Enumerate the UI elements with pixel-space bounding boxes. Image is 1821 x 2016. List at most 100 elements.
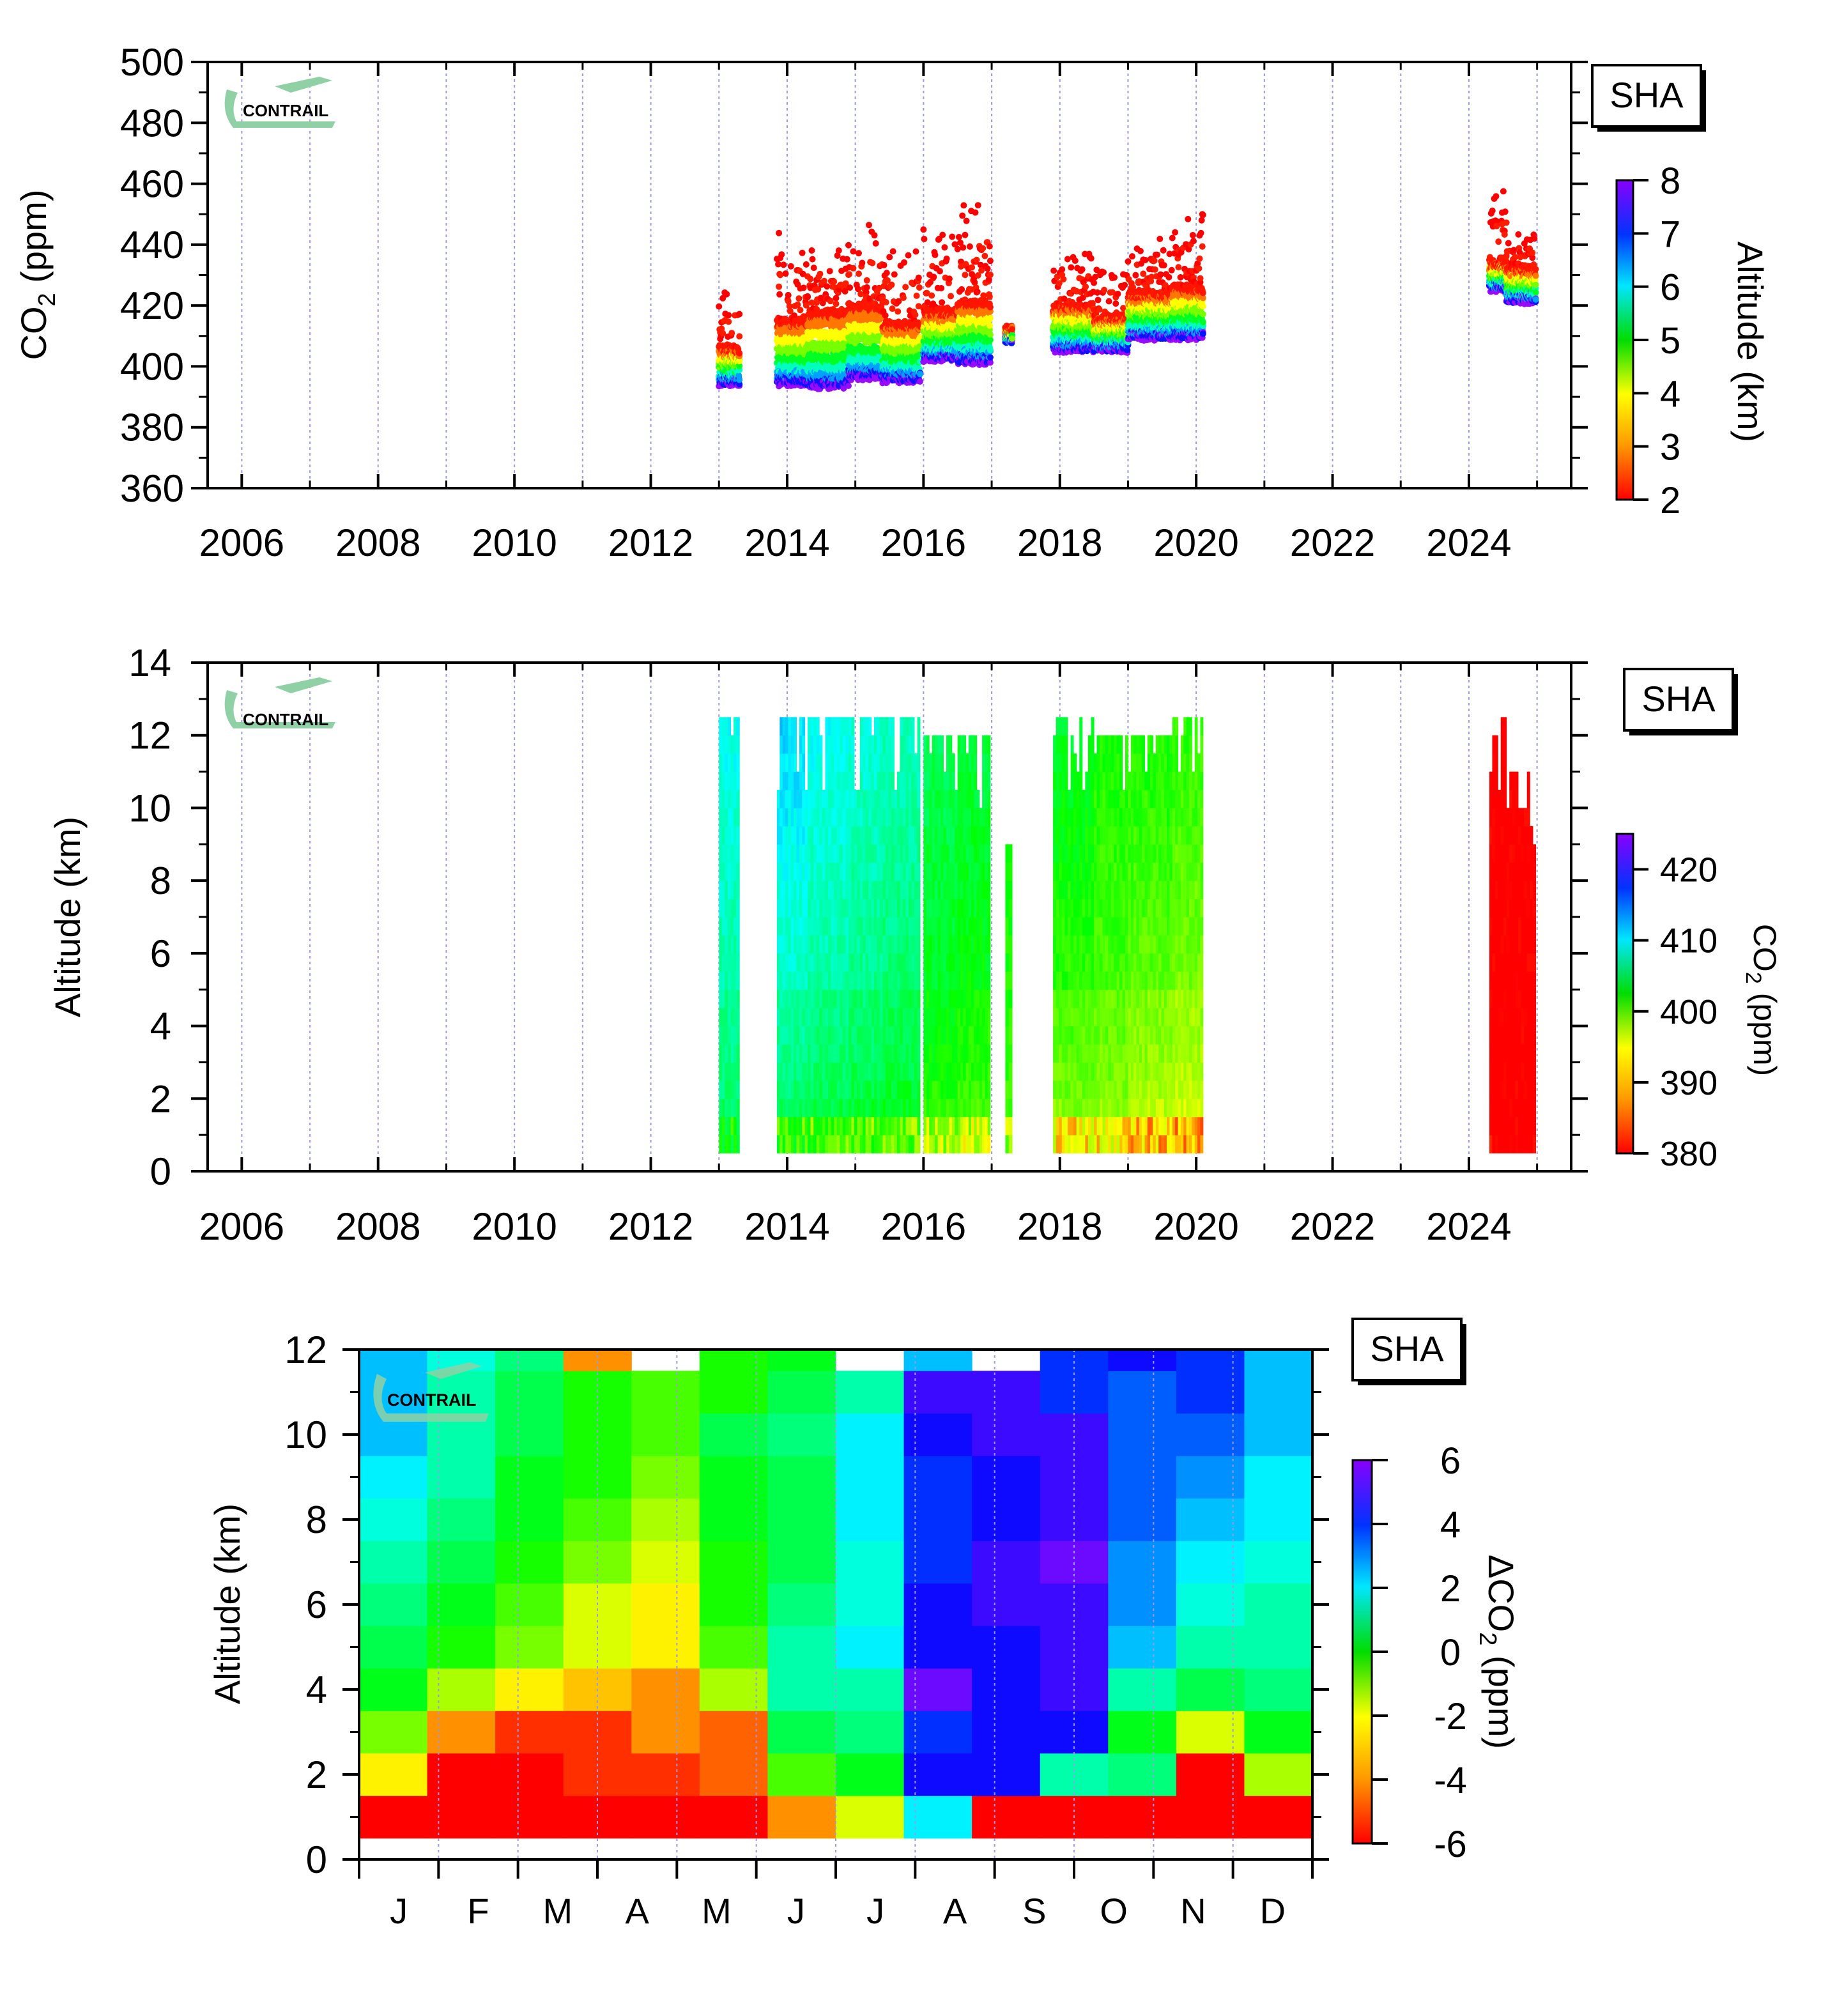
p1-data-point [1137, 247, 1144, 254]
p1-data-point [1050, 267, 1057, 274]
p1-data-point [1112, 300, 1119, 307]
p1-data-point [886, 254, 893, 261]
p1-data-point [930, 273, 937, 281]
p1-data-point [962, 272, 969, 279]
p1-data-point [817, 270, 824, 277]
p1-data-point [872, 240, 879, 247]
p1-data-point [1140, 270, 1147, 277]
p1-data-point [1111, 274, 1118, 281]
p1-data-point [959, 212, 966, 219]
p1-data-point [1087, 255, 1095, 262]
p1-data-point [948, 293, 955, 300]
p1-data-point [778, 251, 785, 258]
p1-data-point [810, 265, 817, 272]
p1-data-point [843, 256, 850, 263]
p1-data-point [855, 250, 862, 257]
p1-data-point [736, 350, 743, 357]
p1-data-point [912, 248, 919, 255]
p1-data-point [804, 293, 811, 300]
p1-data-point [889, 248, 896, 255]
p1-data-point [986, 293, 993, 300]
p1-data-point [786, 303, 793, 310]
p1-data-point [869, 259, 876, 266]
p1-data-point [833, 300, 840, 307]
p1-data-point [891, 271, 898, 278]
p1-data-point [960, 202, 967, 209]
p1-data-point [888, 281, 895, 288]
p1-data-point [939, 299, 946, 306]
p1-data-point [954, 245, 961, 252]
p1-data-point [1132, 272, 1139, 279]
p1-data-point [835, 247, 842, 254]
p1-data-point [939, 231, 946, 238]
p1-data-point [986, 322, 993, 329]
p1-data-point [955, 234, 962, 241]
p1-data-point [1064, 256, 1071, 263]
p1-data-point [1072, 258, 1079, 265]
p1-data-point [1142, 256, 1149, 263]
p1-data-point [716, 303, 723, 310]
panel-co2-timeseries: 2006 2008 2010 2012 2014 2016 2018 2020 2022 2024… [13, 41, 1771, 564]
p1-data-point [850, 248, 857, 255]
p1-data-point [1091, 279, 1098, 286]
p1-data-point [1105, 298, 1112, 305]
p1-data-point [795, 295, 803, 302]
p1-data-point [736, 376, 743, 383]
p1-data-point [916, 284, 923, 291]
p1-data-point [932, 251, 939, 258]
p1-data-point [941, 244, 948, 251]
p1-data-point [785, 298, 792, 305]
p1-data-point [1068, 264, 1075, 271]
p1-data-point [845, 382, 852, 389]
p1-data-point [882, 298, 889, 305]
p1-data-point [736, 381, 743, 388]
p1-data-point [1125, 258, 1132, 265]
p1-data-point [845, 242, 852, 249]
p1-data-point [1114, 290, 1121, 297]
p1-data-point [831, 278, 838, 285]
p1-data-point [915, 274, 922, 281]
p1-data-point [863, 284, 870, 291]
p1-data-point [889, 305, 896, 312]
p1-data-point [987, 346, 994, 353]
p1-points [716, 188, 1539, 392]
p1-data-point [803, 261, 810, 268]
p1-data-point [728, 330, 735, 337]
p1-data-point [912, 311, 919, 318]
p1-data-point [1096, 306, 1103, 313]
p1-data-point [943, 255, 950, 262]
p1-data-point [824, 283, 831, 290]
p1-data-point [973, 256, 980, 263]
p1-data-point [871, 232, 878, 239]
p1-data-point [736, 333, 743, 340]
p1-data-point [972, 209, 979, 216]
p1-data-point [1059, 266, 1066, 273]
p1-data-point [936, 268, 943, 275]
p1-data-point [938, 284, 945, 291]
p1-data-point [905, 252, 912, 259]
p1-data-point [962, 231, 969, 238]
p1-data-point [817, 295, 824, 302]
p1-data-point [883, 270, 890, 277]
p1-data-point [723, 291, 730, 298]
p1-data-point [815, 286, 822, 293]
p1-data-point [1009, 326, 1016, 333]
p1-data-point [1121, 282, 1128, 289]
p1-grid [241, 62, 1538, 488]
p1-data-point [960, 244, 967, 251]
p1-data-point [1082, 283, 1089, 290]
p1-data-point [800, 284, 807, 291]
p1-data-point [921, 236, 928, 243]
p1-data-point [882, 312, 889, 319]
p1-data-point [850, 265, 857, 272]
p1-data-point [826, 268, 833, 275]
p1-data-point [725, 312, 732, 319]
p1-data-point [958, 286, 965, 293]
p1-data-point [1009, 335, 1016, 342]
p1-data-point [974, 288, 981, 295]
p1-data-point [987, 331, 994, 338]
p1-data-point [880, 261, 887, 268]
p1-data-point [780, 261, 787, 268]
p1-data-point [917, 378, 924, 385]
